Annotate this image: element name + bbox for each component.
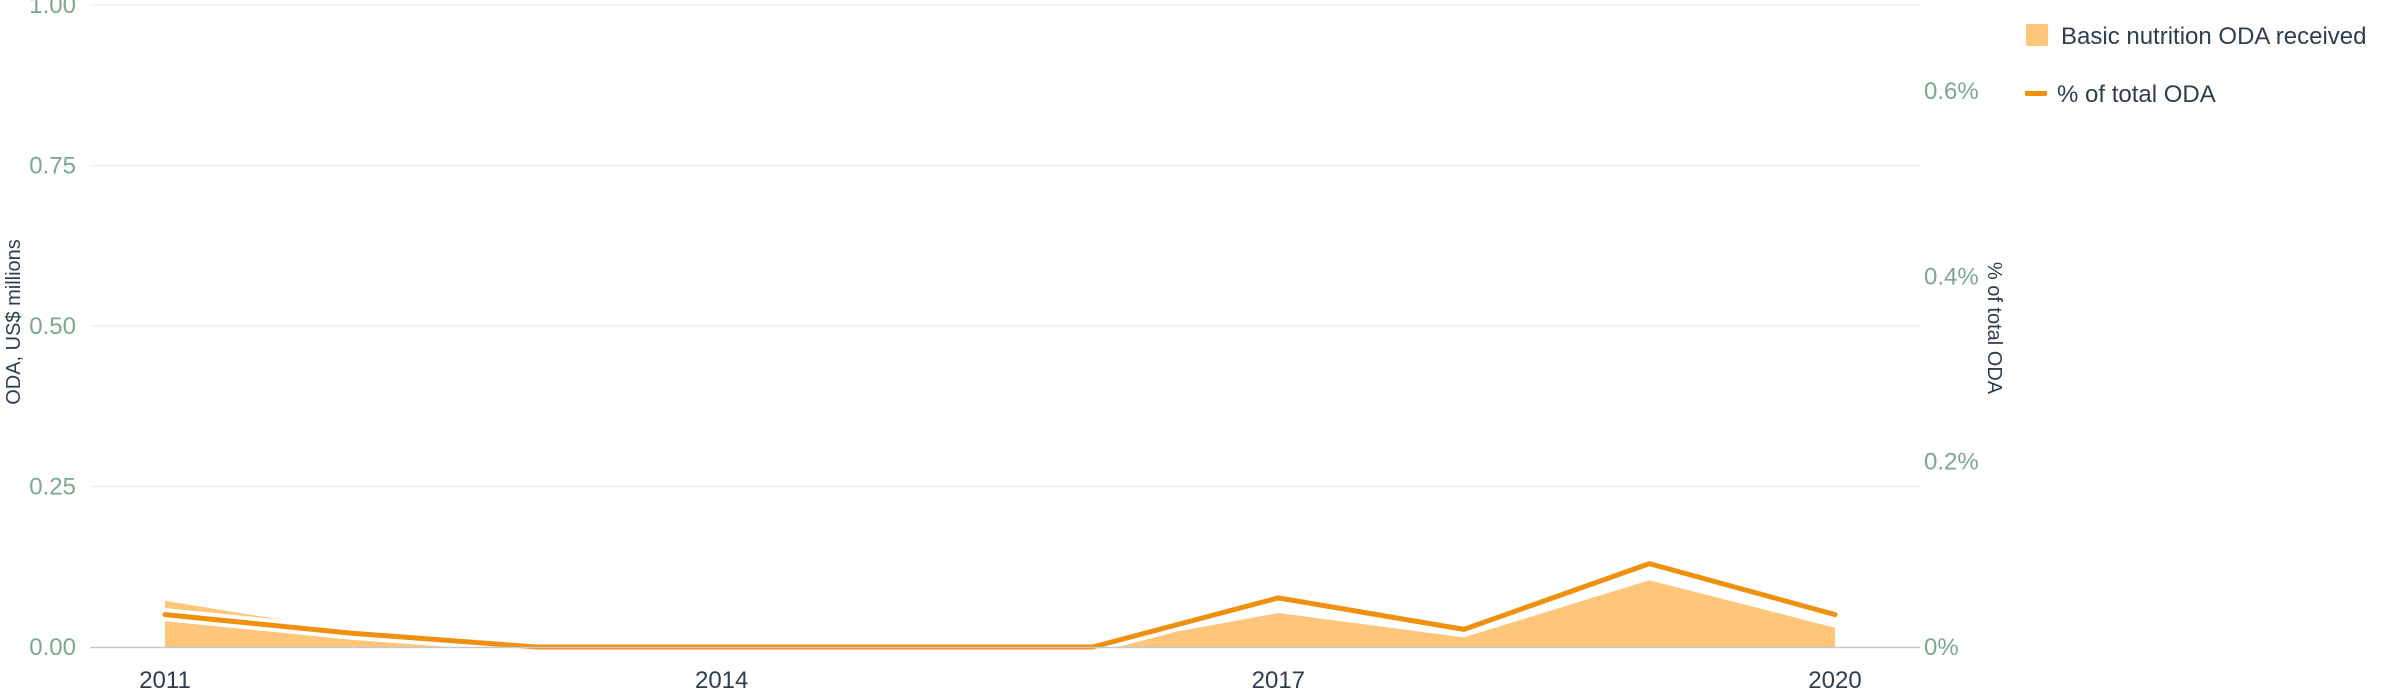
y-right-tick-label: 0.6% [1924, 78, 1979, 105]
area-series [165, 580, 1835, 647]
y-right-tick-label: 0.4% [1924, 263, 1979, 290]
x-tick-label: 2011 [139, 667, 191, 694]
axes: 0.00 0.25 0.50 0.75 1.00 0% 0.2% 0.4% 0.6% 2011 20… [29, 0, 1978, 694]
right-axis-title: % of total ODA [1983, 262, 2005, 395]
x-tick-label: 2020 [1808, 667, 1861, 694]
legend-area-label: Basic nutrition ODA received [2061, 23, 2366, 50]
area-basic-nutrition-oda [165, 580, 1835, 647]
y-right-tick-label: 0.2% [1924, 449, 1979, 476]
y-left-tick-label: 0.75 [29, 153, 76, 180]
grid-lines [90, 4, 1920, 488]
y-left-tick-label: 0.50 [29, 313, 76, 340]
y-right-tick-label: 0% [1924, 634, 1959, 661]
legend-area-swatch [2026, 24, 2048, 46]
y-left-tick-label: 0.00 [29, 634, 76, 661]
legend-line-swatch [2025, 91, 2047, 96]
x-tick-label: 2014 [695, 667, 748, 694]
legend: Basic nutrition ODA received % of total … [2025, 23, 2366, 108]
left-axis-title: ODA, US$ millions [3, 239, 25, 405]
legend-line-label: % of total ODA [2057, 81, 2216, 108]
y-left-tick-label: 1.00 [29, 0, 76, 19]
x-tick-label: 2017 [1252, 667, 1305, 694]
y-left-tick-label: 0.25 [29, 474, 76, 501]
